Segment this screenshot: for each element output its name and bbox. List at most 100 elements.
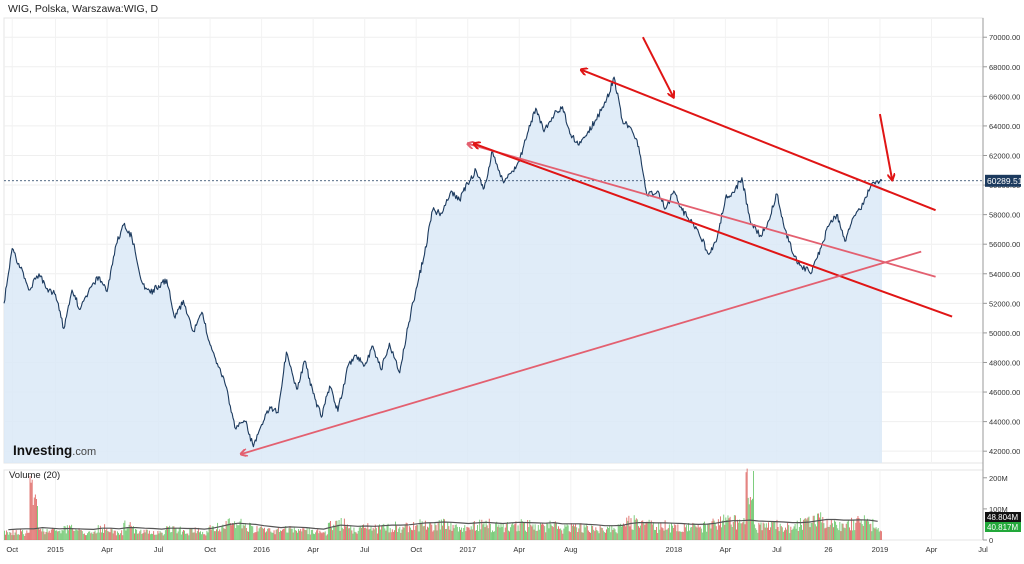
volume-bar bbox=[474, 530, 476, 540]
volume-bar bbox=[54, 528, 55, 540]
volume-bar bbox=[822, 517, 824, 540]
volume-bar bbox=[375, 528, 377, 540]
volume-bar bbox=[511, 524, 513, 540]
volume-bar bbox=[841, 523, 843, 540]
volume-bar bbox=[210, 529, 212, 540]
volume-bar bbox=[428, 527, 430, 540]
price-tick-label: 68000.00 bbox=[989, 63, 1020, 72]
volume-bar bbox=[287, 532, 289, 540]
volume-bar bbox=[301, 531, 303, 540]
volume-bar bbox=[254, 532, 256, 540]
volume-bar bbox=[172, 526, 174, 540]
volume-bar bbox=[236, 524, 238, 540]
volume-bar bbox=[823, 523, 825, 540]
time-tick-label: Jul bbox=[772, 545, 782, 554]
volume-bar bbox=[41, 531, 43, 540]
volume-bar bbox=[693, 523, 695, 540]
volume-bar bbox=[431, 524, 433, 540]
svg-text:Investing.com: Investing.com bbox=[13, 443, 96, 458]
volume-bar bbox=[390, 532, 392, 540]
volume-bar bbox=[427, 526, 428, 540]
volume-bar bbox=[568, 531, 570, 540]
volume-bar bbox=[629, 526, 631, 540]
volume-bar bbox=[667, 528, 669, 540]
volume-bar bbox=[415, 525, 417, 540]
volume-bar bbox=[581, 532, 583, 540]
volume-bar bbox=[433, 530, 435, 540]
volume-bar bbox=[531, 526, 533, 540]
volume-bar bbox=[745, 472, 747, 540]
volume-bar bbox=[660, 522, 662, 540]
volume-bar bbox=[484, 527, 486, 540]
volume-bar bbox=[510, 527, 512, 540]
volume-bar bbox=[617, 524, 619, 540]
volume-bar bbox=[712, 518, 714, 540]
volume-bar bbox=[422, 526, 424, 540]
volume-bar bbox=[94, 530, 96, 540]
volume-bar bbox=[47, 532, 49, 540]
volume-bar bbox=[585, 523, 587, 540]
volume-bar bbox=[155, 534, 157, 540]
volume-bar bbox=[461, 527, 463, 540]
pointer-arrow bbox=[878, 113, 892, 181]
volume-bar bbox=[278, 532, 280, 540]
volume-bar bbox=[224, 529, 226, 540]
volume-bar bbox=[39, 529, 41, 540]
volume-bar bbox=[335, 520, 337, 540]
volume-bar bbox=[728, 518, 730, 540]
volume-bar bbox=[651, 524, 653, 540]
volume-bar bbox=[221, 526, 223, 540]
volume-bar bbox=[238, 525, 240, 540]
volume-bar bbox=[99, 525, 101, 540]
trend-line bbox=[468, 144, 936, 278]
volume-bar bbox=[177, 531, 179, 540]
volume-bar bbox=[609, 525, 611, 540]
volume-bar bbox=[107, 531, 109, 540]
volume-bar bbox=[374, 524, 376, 540]
volume-bar bbox=[111, 529, 113, 540]
volume-bar bbox=[634, 519, 636, 540]
volume-bar bbox=[639, 527, 640, 540]
volume-bar bbox=[680, 532, 682, 540]
volume-bar bbox=[359, 526, 361, 540]
volume-bar bbox=[798, 527, 800, 540]
volume-bar bbox=[819, 517, 821, 540]
time-tick-label: Oct bbox=[6, 545, 19, 554]
volume-bar bbox=[195, 533, 197, 540]
volume-bar bbox=[652, 522, 654, 540]
volume-bar bbox=[518, 530, 520, 540]
volume-bar bbox=[163, 534, 165, 540]
volume-bar bbox=[328, 522, 330, 540]
volume-bar bbox=[429, 523, 431, 540]
volume-bar bbox=[425, 529, 427, 540]
volume-bar bbox=[613, 527, 615, 540]
volume-bar bbox=[256, 526, 258, 540]
volume-bar bbox=[288, 528, 290, 540]
volume-bar bbox=[34, 494, 36, 540]
volume-bar bbox=[222, 524, 224, 540]
volume-bar bbox=[364, 528, 366, 540]
volume-bar bbox=[89, 531, 91, 540]
volume-bar bbox=[186, 533, 188, 540]
volume-bar bbox=[124, 520, 126, 540]
volume-bar bbox=[142, 533, 144, 540]
volume-bar bbox=[23, 534, 25, 540]
time-tick-label: Apr bbox=[513, 545, 525, 554]
volume-bar bbox=[462, 531, 464, 540]
volume-bar bbox=[604, 532, 606, 540]
volume-bar bbox=[880, 531, 882, 540]
time-tick-label: Apr bbox=[307, 545, 319, 554]
volume-bar bbox=[690, 527, 692, 540]
volume-bar bbox=[414, 529, 416, 540]
volume-bar bbox=[877, 528, 879, 540]
volume-bar bbox=[673, 528, 675, 540]
volume-bar bbox=[878, 531, 880, 540]
volume-bar bbox=[483, 522, 485, 540]
volume-bar bbox=[32, 505, 34, 540]
volume-bar bbox=[31, 479, 33, 540]
volume-bar bbox=[327, 522, 329, 540]
volume-bar bbox=[140, 529, 142, 540]
volume-bar bbox=[558, 526, 559, 540]
volume-bar bbox=[103, 532, 105, 540]
volume-bar bbox=[633, 515, 635, 540]
